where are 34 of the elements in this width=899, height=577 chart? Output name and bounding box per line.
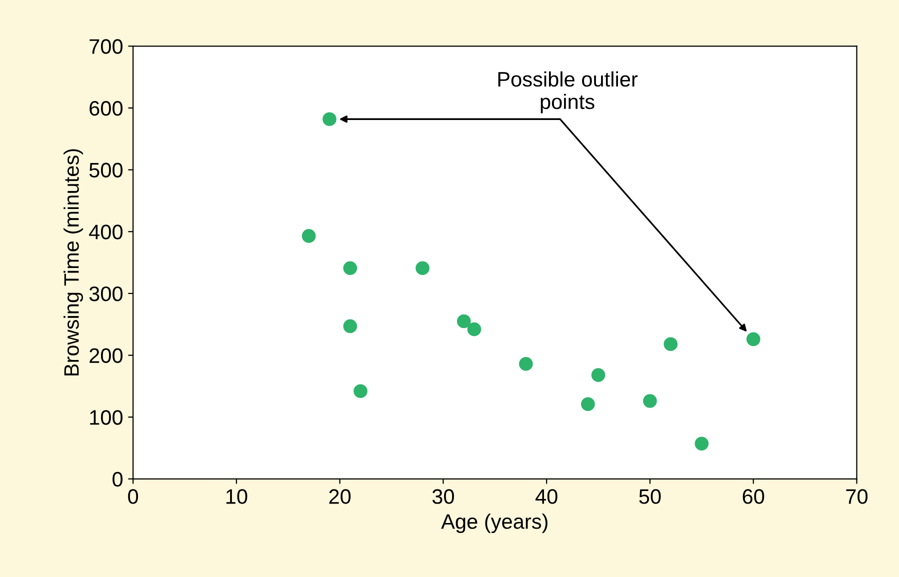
x-tick-label: 20	[329, 489, 351, 504]
y-axis-title: Browsing Time (minutes)	[64, 149, 84, 376]
point	[694, 436, 709, 451]
point	[643, 394, 657, 408]
point	[456, 314, 471, 328]
y-tick-label: 600	[90, 100, 123, 116]
y-tick-label: 400	[89, 224, 123, 240]
y-tick-label: 0	[112, 472, 123, 487]
point	[664, 337, 678, 352]
point	[416, 261, 430, 276]
x-tick-label: 30	[432, 489, 454, 504]
x-tick-label: 70	[846, 489, 868, 504]
x-tick-label: 50	[639, 489, 661, 504]
x-tick-label: 60	[742, 489, 764, 504]
point	[467, 322, 482, 336]
annotation: Possible outlier points	[498, 71, 638, 114]
y-tick-label: 200	[90, 348, 123, 364]
y-tick-label: 100	[90, 410, 123, 425]
point	[302, 229, 316, 243]
point	[322, 112, 336, 126]
y-tick-label: 500	[89, 162, 123, 178]
point	[581, 397, 595, 412]
x-axis-title: Age (years)	[441, 514, 548, 534]
point	[591, 368, 606, 382]
x-tick-label: 40	[535, 489, 558, 504]
y-tick-label: 700	[90, 39, 123, 54]
point	[343, 319, 358, 334]
point	[746, 332, 760, 346]
x-tick-label: 10	[226, 489, 248, 504]
point	[354, 384, 368, 398]
point	[343, 261, 358, 276]
point	[519, 357, 533, 371]
x-tick-label: 0	[128, 489, 138, 504]
y-tick-label: 300	[89, 286, 123, 302]
